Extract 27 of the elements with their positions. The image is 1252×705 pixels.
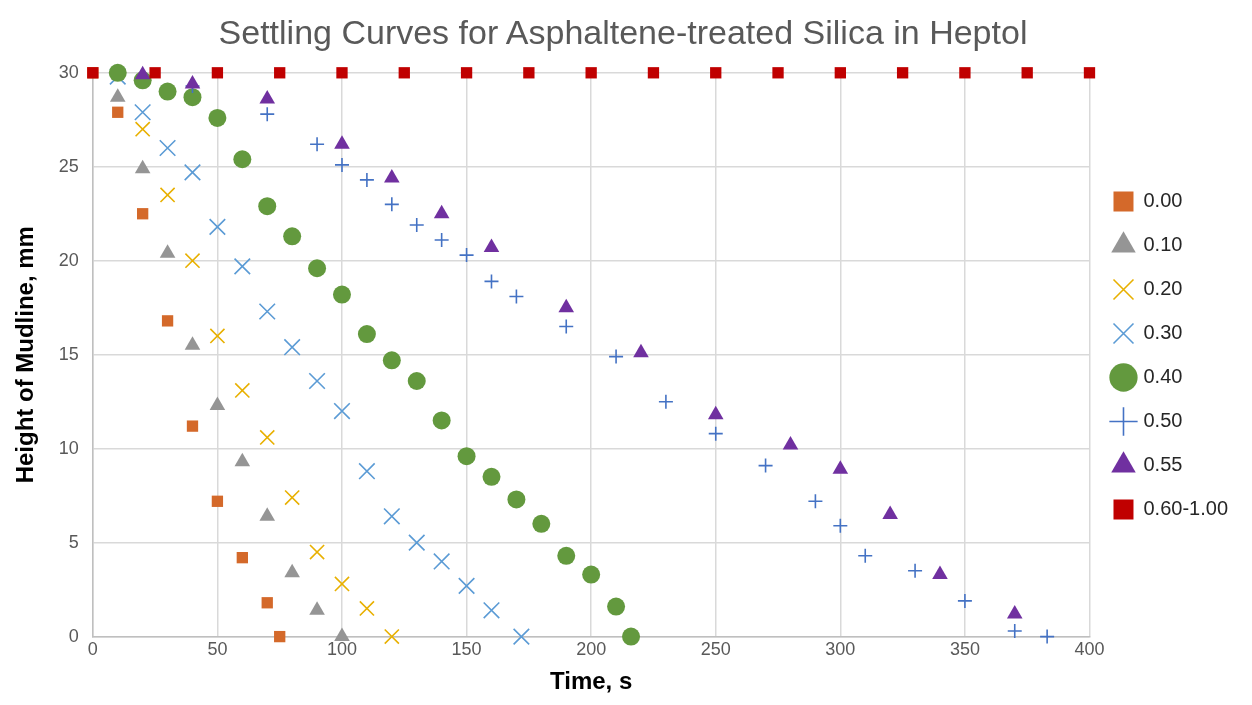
legend-label: 0.60-1.00 bbox=[1143, 497, 1228, 520]
legend-label: 0.20 bbox=[1143, 277, 1183, 300]
legend-label: 0.30 bbox=[1143, 321, 1183, 344]
x-tick-label: 250 bbox=[700, 639, 731, 660]
y-tick-label: 25 bbox=[58, 155, 79, 176]
legend-label: 0.40 bbox=[1143, 365, 1183, 388]
x-tick-label: 400 bbox=[1074, 639, 1105, 660]
legend-label: 0.55 bbox=[1143, 453, 1183, 476]
y-axis-title: Height of Mudline, mm bbox=[11, 226, 39, 484]
y-tick-label: 15 bbox=[58, 343, 79, 364]
x-tick-label: 200 bbox=[576, 639, 607, 660]
y-tick-label: 0 bbox=[68, 625, 79, 646]
legend-label: 0.50 bbox=[1143, 409, 1183, 432]
x-tick-label: 350 bbox=[949, 639, 980, 660]
legend-label: 0.10 bbox=[1143, 233, 1183, 256]
x-tick-label: 150 bbox=[451, 639, 482, 660]
y-tick-label: 20 bbox=[58, 249, 79, 270]
x-tick-label: 100 bbox=[326, 639, 358, 660]
x-axis-title: Time, s bbox=[550, 667, 633, 695]
chart-title: Settling Curves for Asphaltene-treated Silica in Heptol bbox=[218, 12, 1028, 51]
x-tick-label: 300 bbox=[825, 639, 856, 660]
y-tick-label: 5 bbox=[68, 531, 79, 552]
legend-label: 0.00 bbox=[1143, 189, 1183, 212]
x-tick-label: 0 bbox=[87, 639, 98, 660]
x-tick-label: 50 bbox=[207, 639, 228, 660]
y-tick-label: 10 bbox=[58, 437, 79, 458]
y-tick-label: 30 bbox=[58, 61, 79, 82]
